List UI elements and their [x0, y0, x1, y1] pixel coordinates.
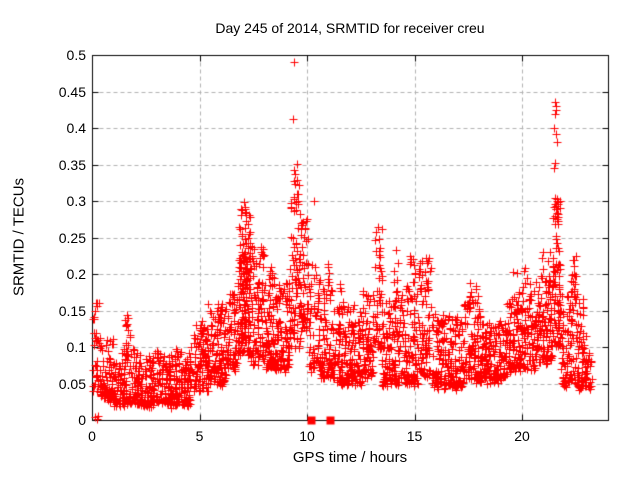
x-tick-label: 5: [195, 428, 204, 444]
y-tick-label: 0.25: [58, 229, 86, 246]
y-tick-label: 0.3: [66, 193, 86, 209]
y-tick-label: 0: [78, 412, 86, 428]
y-tick-label: 0.2: [66, 266, 86, 282]
x-tick-label: 20: [514, 428, 530, 444]
y-tick-label: 0.15: [58, 302, 86, 319]
y-tick-label: 0.35: [58, 156, 86, 173]
x-tick-label: 15: [406, 428, 423, 444]
y-tick-label: 0.4: [66, 120, 86, 136]
y-tick-label: 0.45: [58, 83, 86, 100]
y-tick-label: 0.1: [66, 339, 86, 355]
chart-title: Day 245 of 2014, SRMTID for receiver cre…: [215, 20, 485, 36]
x-tick-label: 10: [299, 428, 315, 444]
y-tick-label: 0.05: [58, 375, 86, 392]
y-tick-label: 0.5: [66, 47, 86, 63]
x-axis-label: GPS time / hours: [292, 449, 408, 466]
x-tick-label: 0: [88, 428, 96, 444]
